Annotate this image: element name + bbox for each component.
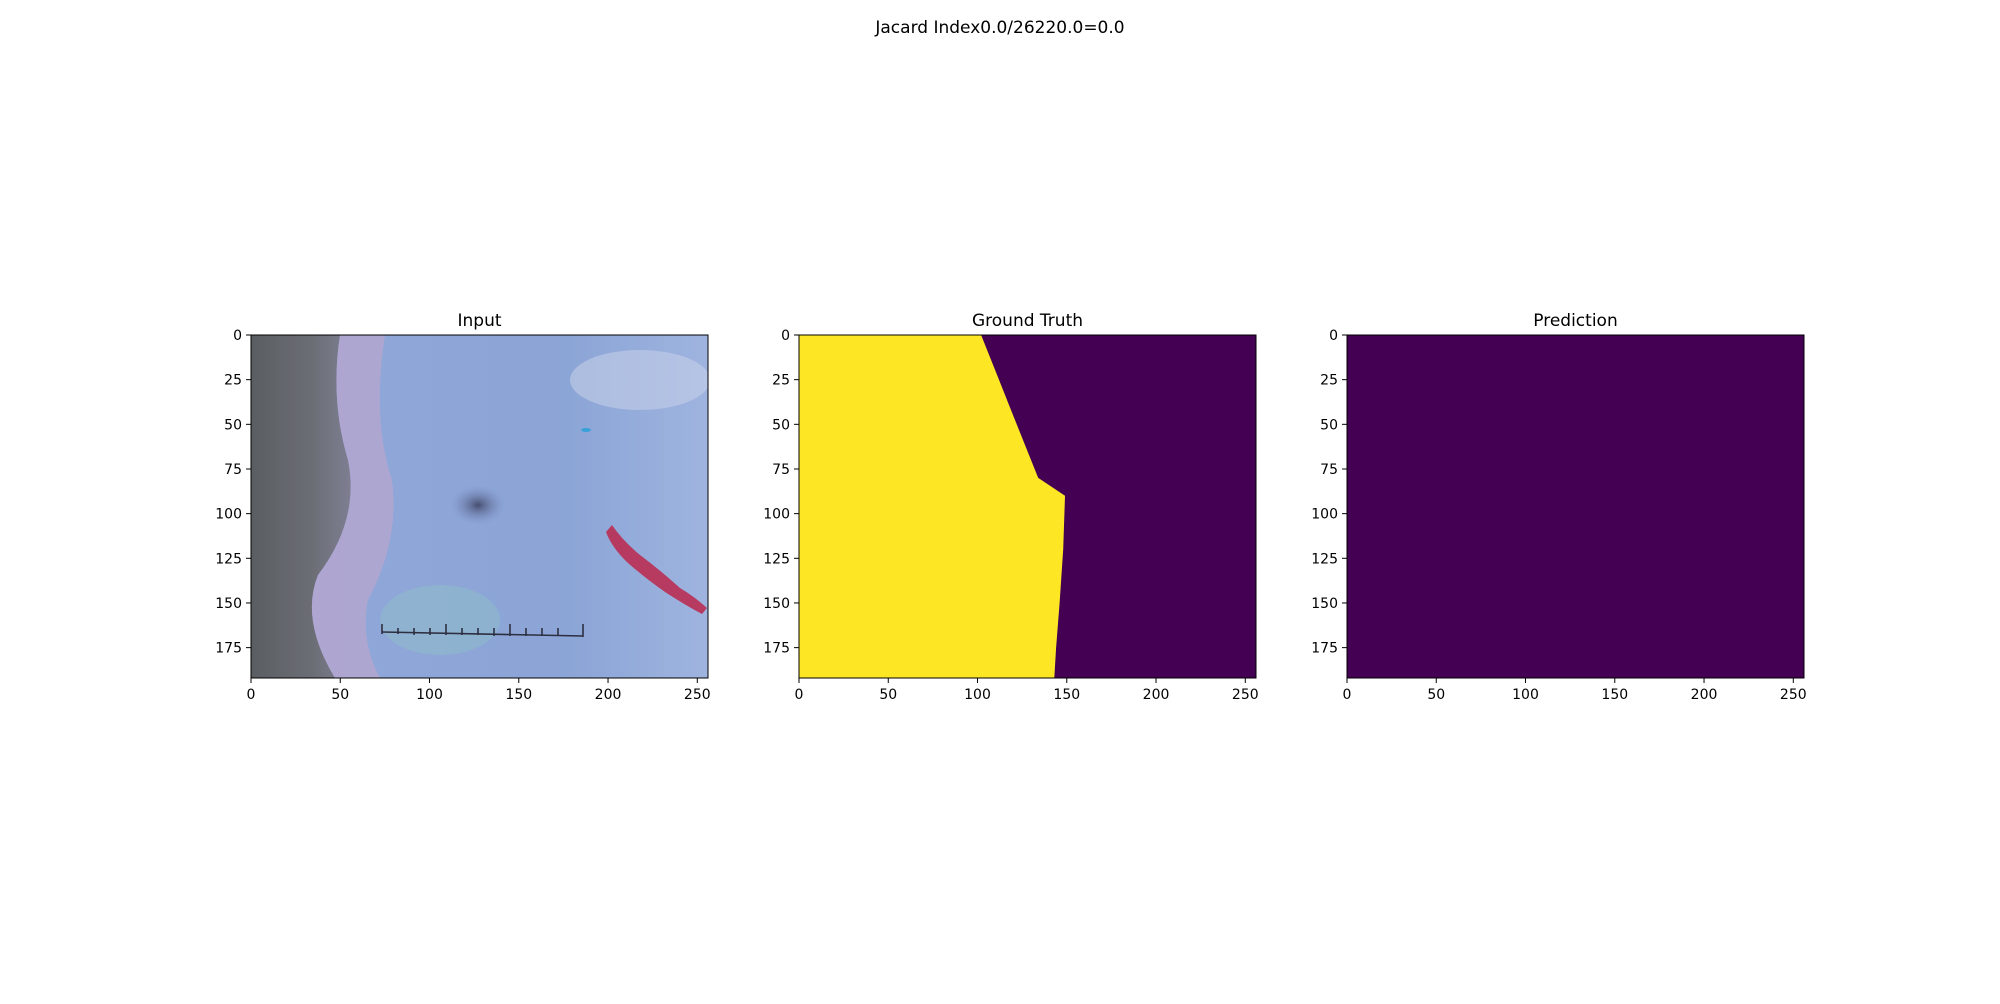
ground-truth-ytick-label: 100: [763, 507, 790, 523]
ground-truth-ytick-label: 25: [772, 373, 790, 389]
prediction-image: [1347, 335, 1804, 678]
input-xtick-label: 150: [505, 687, 532, 703]
prediction-background-class: [1347, 335, 1804, 678]
prediction-ytick-label: 0: [1329, 328, 1338, 344]
input-ytick-label: 25: [224, 373, 242, 389]
prediction-xtick-label: 250: [1780, 687, 1807, 703]
input-xtick-label: 250: [684, 687, 711, 703]
prediction-xtick-label: 200: [1691, 687, 1718, 703]
input-ytick-label: 0: [233, 328, 242, 344]
input-xtick-label: 100: [416, 687, 443, 703]
input-image-purple-band: [311, 335, 394, 678]
ground-truth-ytick-label: 50: [772, 417, 790, 433]
input-xtick-label: 200: [595, 687, 622, 703]
prediction-panel: Prediction 0 50 100 150 200 250 0 25 50 75 100 125 1…: [1311, 311, 1806, 703]
prediction-xtick-label: 0: [1343, 687, 1352, 703]
ground-truth-xtick-label: 250: [1232, 687, 1259, 703]
input-image-ruler: [381, 624, 584, 637]
ground-truth-foreground-mask: [799, 335, 1065, 678]
prediction-ytick-label: 150: [1311, 596, 1338, 612]
input-image-green-patch: [380, 585, 500, 655]
ground-truth-ytick-label: 125: [763, 551, 790, 567]
ground-truth-ytick-label: 0: [781, 328, 790, 344]
ground-truth-xtick-label: 200: [1143, 687, 1170, 703]
input-ytick-label: 125: [215, 551, 242, 567]
prediction-axes-ticks: 0 50 100 150 200 250 0 25 50 75 100 125 150 175: [1311, 328, 1806, 703]
prediction-axes-frame: [1346, 334, 1805, 679]
input-image-dark-region: [251, 335, 351, 678]
input-image-cyan-dot: [581, 428, 591, 432]
input-ytick-label: 75: [224, 462, 242, 478]
prediction-xtick-label: 100: [1512, 687, 1539, 703]
input-axes-ticks: 0 50 100 150 200 250 0 25 50 75 100 125 150 175: [215, 328, 710, 703]
ground-truth-xtick-label: 100: [964, 687, 991, 703]
ground-truth-xtick-label: 50: [879, 687, 897, 703]
input-xtick-label: 0: [247, 687, 256, 703]
prediction-xtick-label: 50: [1427, 687, 1445, 703]
ground-truth-panel: Ground Truth 0 50 100 150 200 250 0 25 50 75 100 12…: [763, 311, 1258, 703]
prediction-ytick-label: 175: [1311, 641, 1338, 657]
ground-truth-xtick-label: 150: [1053, 687, 1080, 703]
prediction-ytick-label: 75: [1320, 462, 1338, 478]
ground-truth-ytick-label: 75: [772, 462, 790, 478]
input-ytick-label: 100: [215, 507, 242, 523]
input-panel: Input: [215, 311, 710, 703]
ground-truth-axes-frame: [798, 334, 1257, 679]
ground-truth-panel-title: Ground Truth: [972, 311, 1083, 331]
input-panel-title: Input: [457, 311, 501, 331]
input-ytick-label: 150: [215, 596, 242, 612]
prediction-panel-title: Prediction: [1533, 311, 1617, 331]
prediction-ytick-label: 125: [1311, 551, 1338, 567]
prediction-ytick-label: 25: [1320, 373, 1338, 389]
ground-truth-axes-ticks: 0 50 100 150 200 250 0 25 50 75 100 125 150 175: [763, 328, 1258, 703]
ground-truth-ytick-label: 150: [763, 596, 790, 612]
prediction-xtick-label: 150: [1601, 687, 1628, 703]
input-image: [251, 335, 708, 678]
input-axes-frame: [250, 334, 709, 679]
input-ytick-label: 175: [215, 641, 242, 657]
input-xtick-label: 50: [331, 687, 349, 703]
input-ytick-label: 50: [224, 417, 242, 433]
input-image-lesion: [450, 485, 506, 525]
ground-truth-ytick-label: 175: [763, 641, 790, 657]
input-image-red-marker: [606, 525, 707, 614]
prediction-ytick-label: 100: [1311, 507, 1338, 523]
figure-suptitle: Jacard Index0.0/26220.0=0.0: [874, 18, 1124, 38]
prediction-ytick-label: 50: [1320, 417, 1338, 433]
ground-truth-xtick-label: 0: [795, 687, 804, 703]
input-image-highlight: [570, 350, 708, 410]
ground-truth-image: [799, 335, 1256, 678]
